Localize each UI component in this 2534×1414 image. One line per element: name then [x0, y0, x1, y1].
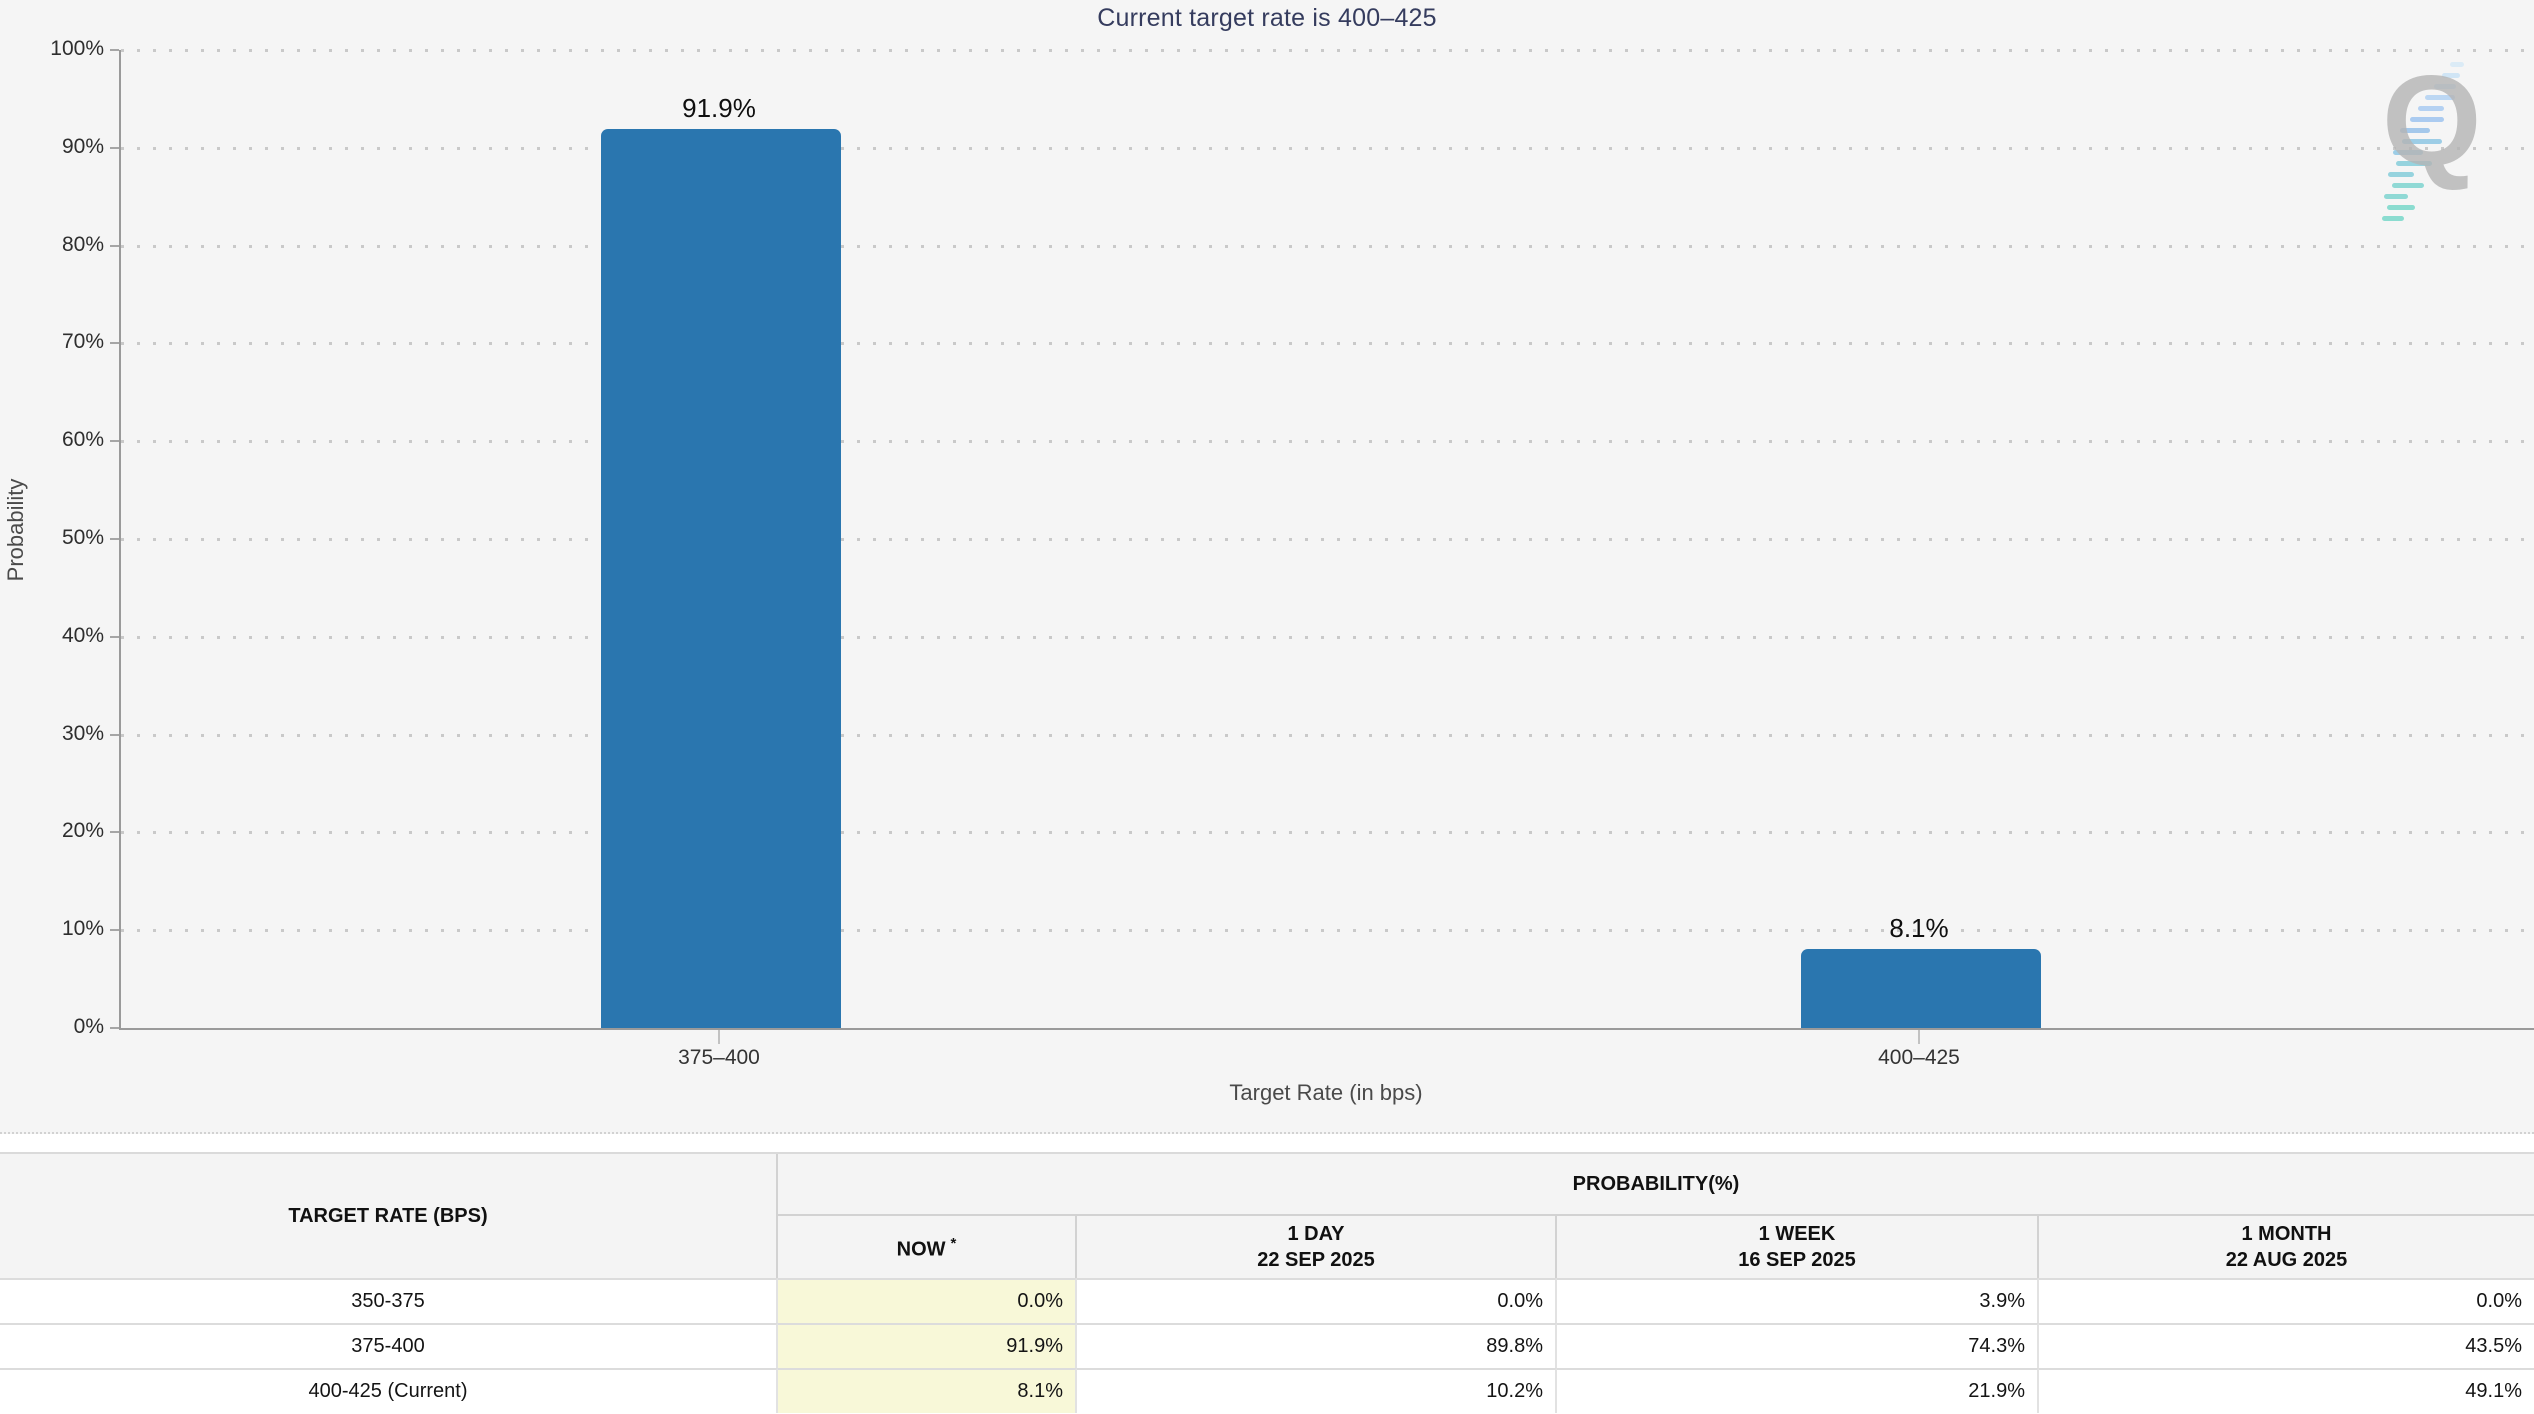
probability-chart: Current target rate is 400–425 Probabili… — [0, 4, 2534, 1134]
x-tick-label: 400–425 — [1878, 1046, 1960, 1069]
y-tick-mark — [110, 146, 119, 149]
y-tick-mark — [110, 49, 119, 51]
table-row-rate-label: 375-400 — [0, 1323, 778, 1368]
table-cell-probability: 91.9% — [778, 1323, 1077, 1368]
x-axis-title: Target Rate (in bps) — [1229, 1080, 1423, 1105]
probability-table: TARGET RATE (BPS) PROBABILITY(%) NOW * 1 DAY… — [0, 1152, 2534, 1413]
y-tick-mark — [110, 244, 119, 247]
table-subheader-1-month: 1 MONTH 22 AUG 2025 — [2039, 1216, 2534, 1278]
bar-value-label: 91.9% — [682, 93, 756, 124]
table-cell-probability: 0.0% — [1077, 1278, 1557, 1323]
table-row-rate-label: 400-425 (Current) — [0, 1368, 778, 1413]
y-tick-label: 20% — [61, 819, 104, 843]
y-tick-mark — [110, 635, 119, 638]
table-cell-probability: 10.2% — [1077, 1368, 1557, 1413]
grid-line — [121, 929, 2534, 933]
y-tick-label: 70% — [61, 330, 104, 354]
y-tick-label: 50% — [61, 526, 104, 549]
grid-line — [121, 831, 2534, 835]
chart-title: Current target rate is 400–425 — [1097, 4, 1437, 32]
y-tick-label: 40% — [61, 623, 104, 647]
grid-line — [121, 244, 2534, 248]
asterisk-footnote-marker: * — [950, 1235, 957, 1253]
y-tick-mark — [110, 929, 119, 932]
grid-line — [121, 49, 2534, 52]
x-tick-mark — [1918, 1030, 1920, 1044]
table-cell-probability: 0.0% — [2039, 1278, 2534, 1323]
table-subheader-1-week: 1 WEEK 16 SEP 2025 — [1557, 1216, 2039, 1278]
table-cell-probability: 0.0% — [778, 1278, 1077, 1323]
x-tick-mark — [718, 1030, 720, 1044]
grid-line — [121, 538, 2534, 541]
table-cell-probability: 8.1% — [778, 1368, 1077, 1413]
y-tick-mark — [110, 1027, 119, 1029]
plot-area — [110, 49, 2534, 1030]
y-tick-label: 80% — [61, 232, 104, 256]
table-header-target-rate: TARGET RATE (BPS) — [0, 1154, 778, 1278]
table-subheader-now: NOW * — [778, 1216, 1077, 1278]
y-tick-label: 30% — [61, 721, 104, 745]
grid-line — [121, 342, 2534, 346]
y-tick-mark — [110, 342, 119, 345]
table-row-rate-label: 350-375 — [0, 1278, 778, 1323]
y-tick-label: 0% — [73, 1015, 104, 1038]
y-tick-mark — [110, 831, 119, 834]
bar-400–425[interactable] — [1801, 948, 2041, 1028]
grid-line — [121, 635, 2534, 639]
bar-value-label: 8.1% — [1889, 912, 1949, 943]
y-tick-label: 90% — [61, 134, 104, 158]
grid-line — [121, 733, 2534, 737]
table-cell-probability: 89.8% — [1077, 1323, 1557, 1368]
table-cell-probability: 74.3% — [1557, 1323, 2039, 1368]
y-tick-label: 100% — [50, 37, 104, 60]
table-cell-probability: 3.9% — [1557, 1278, 2039, 1323]
table-header-probability: PROBABILITY(%) — [778, 1154, 2534, 1216]
y-tick-mark — [110, 538, 119, 540]
table-cell-probability: 43.5% — [2039, 1323, 2534, 1368]
table-subheader-1-day: 1 DAY 22 SEP 2025 — [1077, 1216, 1557, 1278]
bar-375–400[interactable] — [601, 129, 841, 1028]
x-tick-label: 375–400 — [678, 1046, 760, 1069]
grid-line — [121, 146, 2534, 150]
y-tick-label: 60% — [61, 428, 104, 452]
table-cell-probability: 49.1% — [2039, 1368, 2534, 1413]
grid-line — [121, 440, 2534, 444]
y-tick-mark — [110, 440, 119, 443]
table-cell-probability: 21.9% — [1557, 1368, 2039, 1413]
y-tick-label: 10% — [61, 917, 104, 941]
y-tick-mark — [110, 733, 119, 736]
